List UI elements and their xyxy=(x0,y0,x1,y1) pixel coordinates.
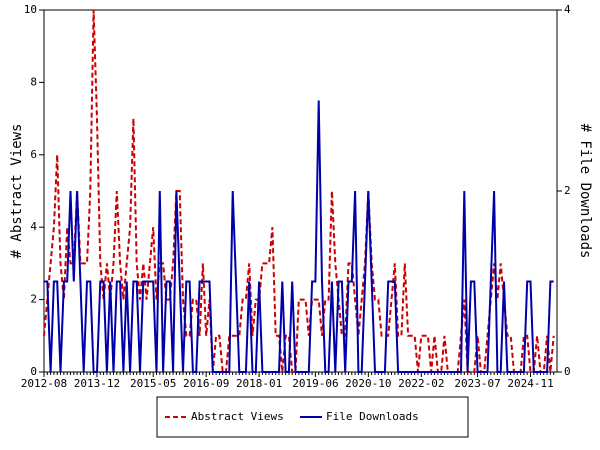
x-tick-label: 2013-12 xyxy=(74,377,120,390)
x-tick-label: 2016-09 xyxy=(183,377,229,390)
series-line xyxy=(44,100,554,373)
x-tick-label: 2020-10 xyxy=(345,377,391,390)
y-tick-label: 0 xyxy=(30,365,37,378)
legend-label: Abstract Views xyxy=(191,410,284,423)
y2-tick-label: 4 xyxy=(564,3,571,16)
y2-axis-label: # File Downloads xyxy=(577,124,593,259)
y-tick-label: 4 xyxy=(30,220,37,233)
y-tick-label: 8 xyxy=(30,75,37,88)
legend-box xyxy=(156,396,469,438)
x-tick-label: 2012-08 xyxy=(21,377,67,390)
x-tick-label: 2022-02 xyxy=(398,377,444,390)
y-axis-label: # Abstract Views xyxy=(9,124,25,259)
x-tick-label: 2023-07 xyxy=(454,377,500,390)
x-tick-label: 2019-06 xyxy=(292,377,338,390)
y-tick-label: 2 xyxy=(30,293,37,306)
series-line xyxy=(43,9,555,373)
y-tick-label: 6 xyxy=(30,148,37,161)
legend-label: File Downloads xyxy=(326,410,419,423)
y2-tick-label: 2 xyxy=(564,184,571,197)
x-tick-label: 2015-05 xyxy=(130,377,176,390)
y-tick-label: 10 xyxy=(24,3,37,16)
x-tick-label: 2018-01 xyxy=(236,377,282,390)
x-tick-label: 2024-11 xyxy=(507,377,553,390)
y2-tick-label: 0 xyxy=(564,365,571,378)
